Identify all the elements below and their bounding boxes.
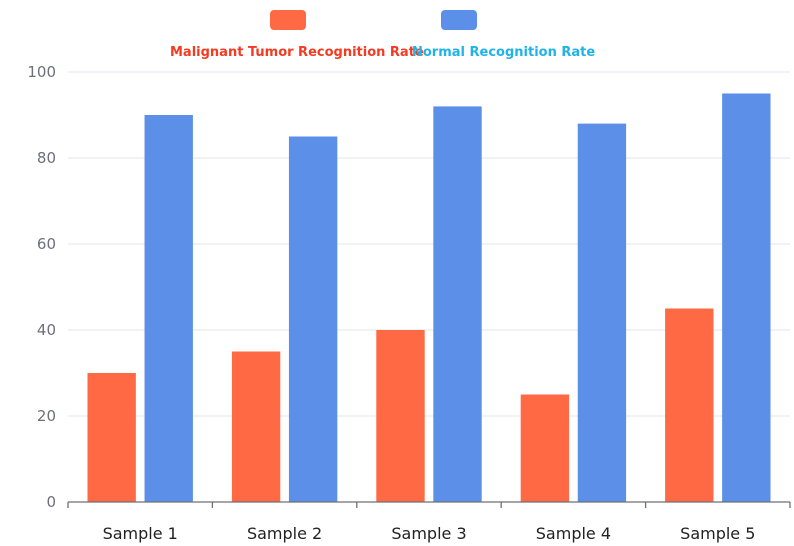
bar-normal-4[interactable]: [577, 123, 627, 502]
x-axis: [67, 501, 791, 508]
legend: Malignant Tumor Recognition Rate Normal …: [170, 10, 595, 60]
y-tick-label: 80: [37, 149, 56, 167]
y-tick-label: 20: [37, 407, 56, 425]
x-axis-ticks: Sample 1 Sample 2 Sample 3 Sample 4 Sample 5: [103, 524, 756, 543]
x-tick-label: Sample 1: [103, 524, 178, 543]
y-tick-label: 40: [37, 321, 56, 339]
bar-malignant-5[interactable]: [665, 308, 714, 503]
bar-normal-3[interactable]: [433, 106, 482, 503]
legend-label-normal[interactable]: Normal Recognition Rate: [412, 45, 595, 60]
bar-normal-1[interactable]: [144, 115, 193, 502]
y-tick-label: 100: [27, 63, 56, 81]
x-tick-label: Sample 4: [536, 524, 611, 543]
legend-swatch-normal[interactable]: [441, 10, 477, 30]
bar-malignant-4[interactable]: [520, 394, 570, 503]
legend-label-malignant[interactable]: Malignant Tumor Recognition Rate: [170, 45, 424, 60]
legend-swatch-malignant[interactable]: [270, 10, 306, 30]
x-tick-label: Sample 2: [247, 524, 322, 543]
bar-malignant-2[interactable]: [231, 351, 281, 503]
x-tick-label: Sample 3: [391, 524, 466, 543]
bar-normal-2[interactable]: [288, 136, 338, 503]
x-tick-label: Sample 5: [680, 524, 755, 543]
y-tick-label: 0: [46, 493, 56, 511]
y-tick-label: 60: [37, 235, 56, 253]
bar-normal-5[interactable]: [722, 93, 771, 503]
bar-malignant-1[interactable]: [87, 373, 136, 502]
bar-malignant-3[interactable]: [376, 330, 425, 502]
y-axis-ticks: 0 20 40 60 80 100: [27, 63, 56, 511]
bars: [87, 93, 771, 503]
